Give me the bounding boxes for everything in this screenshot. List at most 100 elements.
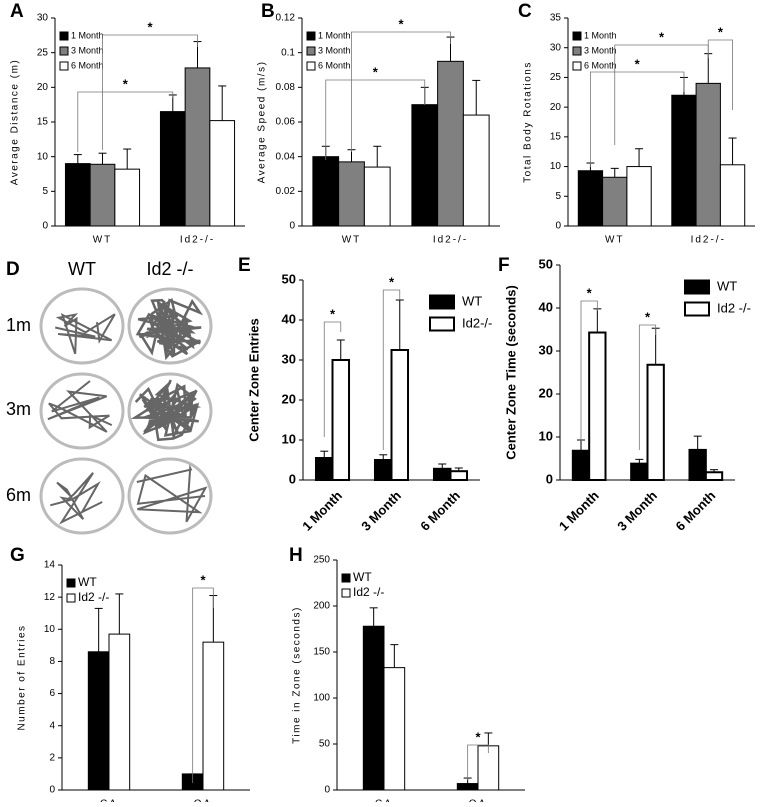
- y-tick-label: 40: [282, 311, 296, 326]
- y-tick-label: 8: [49, 656, 55, 667]
- x-tick-label: 1 Month: [299, 488, 345, 534]
- legend-label: Id2 -/-: [353, 585, 384, 599]
- bar: [704, 471, 724, 482]
- bar: [630, 462, 649, 482]
- bar: [108, 633, 131, 791]
- bar: [202, 641, 225, 791]
- bar: [390, 349, 410, 481]
- row-label: 1m: [6, 315, 31, 335]
- significance-bracket: [192, 587, 214, 783]
- y-tick-label: 6: [49, 688, 55, 699]
- row-label: 3m: [6, 399, 31, 419]
- annotation: *: [475, 729, 481, 744]
- bar: [383, 667, 406, 791]
- y-tick-label: 15: [550, 131, 562, 142]
- significance-bracket: [382, 289, 401, 450]
- y-axis-label: Center Zone Entries: [246, 318, 261, 442]
- x-tick-label: WT: [342, 235, 362, 246]
- annotation: *: [587, 285, 593, 300]
- legend-swatch: [684, 301, 710, 317]
- y-tick-label: 30: [37, 13, 49, 24]
- legend-label: Id2 -/-: [78, 590, 109, 604]
- y-tick-label: 0: [289, 471, 296, 486]
- legend-swatch: [59, 46, 69, 56]
- legend-label: 6 Month: [318, 60, 351, 70]
- panel-label: E: [238, 255, 251, 276]
- legend-label: 1 Month: [584, 30, 617, 40]
- legend-swatch: [341, 588, 351, 598]
- legend-label: 3 Month: [584, 45, 617, 55]
- legend-swatch: [59, 31, 69, 41]
- y-tick-label: 40: [539, 299, 553, 314]
- y-tick-label: 25: [550, 72, 562, 83]
- legend-swatch: [341, 573, 351, 583]
- legend-swatch: [429, 294, 455, 310]
- x-tick-label: 1 Month: [556, 488, 602, 534]
- significance-bracket: [323, 321, 342, 437]
- y-tick-label: 20: [37, 82, 49, 93]
- legend-label: 1 Month: [71, 30, 104, 40]
- y-axis-label: Total Body Rotations: [523, 61, 534, 183]
- y-tick-label: 4: [49, 720, 55, 731]
- y-tick-label: 20: [282, 391, 296, 406]
- trajectory: [136, 464, 208, 523]
- chart: H Time in Zone (seconds) 0 50 100 150 200 250 CA…: [289, 545, 525, 807]
- y-tick-label: 0.08: [276, 82, 296, 93]
- bar: [209, 120, 236, 227]
- significance-bracket: [590, 71, 685, 167]
- x-tick-label: Id2-/-: [691, 235, 726, 246]
- y-axis-label: Number of Entries: [17, 624, 28, 730]
- y-axis-label: Average Distance (m): [10, 59, 21, 186]
- bar: [719, 164, 746, 227]
- bar: [64, 163, 91, 227]
- legend-swatch: [59, 61, 69, 71]
- panel-label: H: [289, 545, 303, 566]
- bar: [588, 331, 607, 482]
- chart: C Total Body Rotations 0 5 10 15 20 25 30 35 WT Id2…: [518, 1, 755, 246]
- panel-label: F: [498, 255, 510, 276]
- y-tick-label: 30: [539, 342, 553, 357]
- y-tick-label: 50: [282, 271, 296, 286]
- panel-label: C: [518, 1, 532, 22]
- annotation: *: [645, 309, 651, 324]
- x-tick-label: Id2-/-: [180, 235, 215, 246]
- y-tick-label: 30: [282, 351, 296, 366]
- y-tick-label: 15: [37, 117, 49, 128]
- y-axis-label: Average Speed (m/s): [257, 61, 268, 184]
- bar: [462, 114, 490, 227]
- annotation: *: [200, 572, 206, 587]
- y-tick-label: 14: [44, 560, 56, 571]
- y-tick-label: 2: [49, 752, 55, 763]
- annotation: *: [147, 19, 153, 34]
- y-tick-label: 10: [282, 431, 296, 446]
- y-tick-label: 20: [550, 102, 562, 113]
- x-tick-label: OA: [469, 799, 487, 802]
- legend-label: 1 Month: [318, 30, 351, 40]
- legend-label: 3 Month: [318, 45, 351, 55]
- significance-bracket: [467, 744, 489, 780]
- x-tick-label: OA: [194, 799, 212, 802]
- y-tick-label: 0: [42, 221, 48, 232]
- bar: [571, 449, 591, 482]
- trajectory: [50, 472, 103, 525]
- x-tick-label: CA: [100, 799, 118, 802]
- annotation: *: [330, 306, 336, 321]
- y-tick-label: 50: [539, 256, 553, 271]
- row-label: 6m: [6, 485, 31, 505]
- y-tick-label: 0: [289, 221, 295, 232]
- y-tick-label: 0.12: [276, 13, 296, 24]
- bar: [184, 67, 211, 227]
- y-axis-label: Time in Zone (seconds): [292, 606, 303, 744]
- bar: [449, 470, 469, 482]
- bar: [688, 448, 707, 481]
- y-tick-label: 5: [555, 191, 561, 202]
- y-tick-label: 0.02: [276, 186, 296, 197]
- bar: [87, 651, 110, 791]
- significance-bracket: [102, 34, 198, 150]
- bar: [432, 467, 452, 481]
- bar: [456, 783, 479, 791]
- arenas: [39, 287, 213, 535]
- bar: [331, 359, 351, 481]
- x-tick-label: 6 Month: [673, 488, 719, 534]
